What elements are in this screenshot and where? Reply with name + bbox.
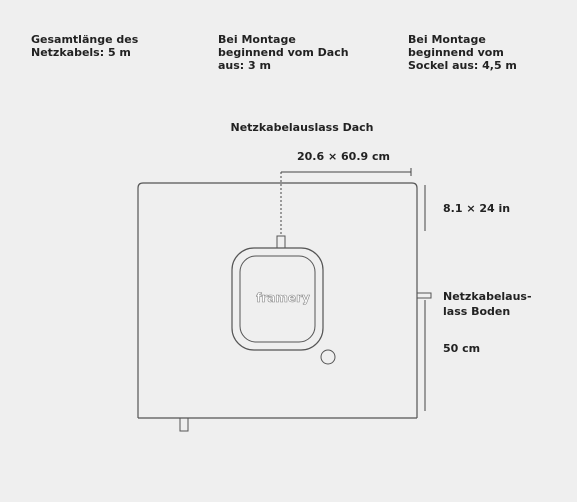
button: [320, 349, 336, 365]
note-line: Gesamtlänge des: [31, 33, 139, 46]
top-dimension-cm: 20.6 × 60.9 cm: [297, 150, 390, 163]
note-line: beginnend vom: [408, 46, 504, 59]
top-dimension-in: 8.1 × 24 in: [443, 202, 510, 215]
bottom-outlet: [416, 292, 432, 299]
note-line: beginnend vom Dach: [218, 46, 349, 59]
window: [239, 255, 316, 343]
bottom-outlet-label: Netzkabelaus-: [443, 290, 532, 303]
bottom-outlet-label: lass Boden: [443, 305, 510, 318]
top-outlet-title: Netzkabelauslass Dach: [231, 121, 374, 134]
note-line: Bei Montage: [408, 33, 486, 46]
device-outline: [137, 182, 418, 418]
note-line: Netzkabels: 5 m: [31, 46, 131, 59]
bottom-dimension: 50 cm: [443, 342, 480, 355]
logo: framery: [256, 291, 310, 305]
foot: [179, 417, 189, 432]
note-line: Sockel aus: 4,5 m: [408, 59, 517, 72]
note-line: Bei Montage: [218, 33, 296, 46]
note-line: aus: 3 m: [218, 59, 271, 72]
window-frame: [231, 247, 324, 351]
